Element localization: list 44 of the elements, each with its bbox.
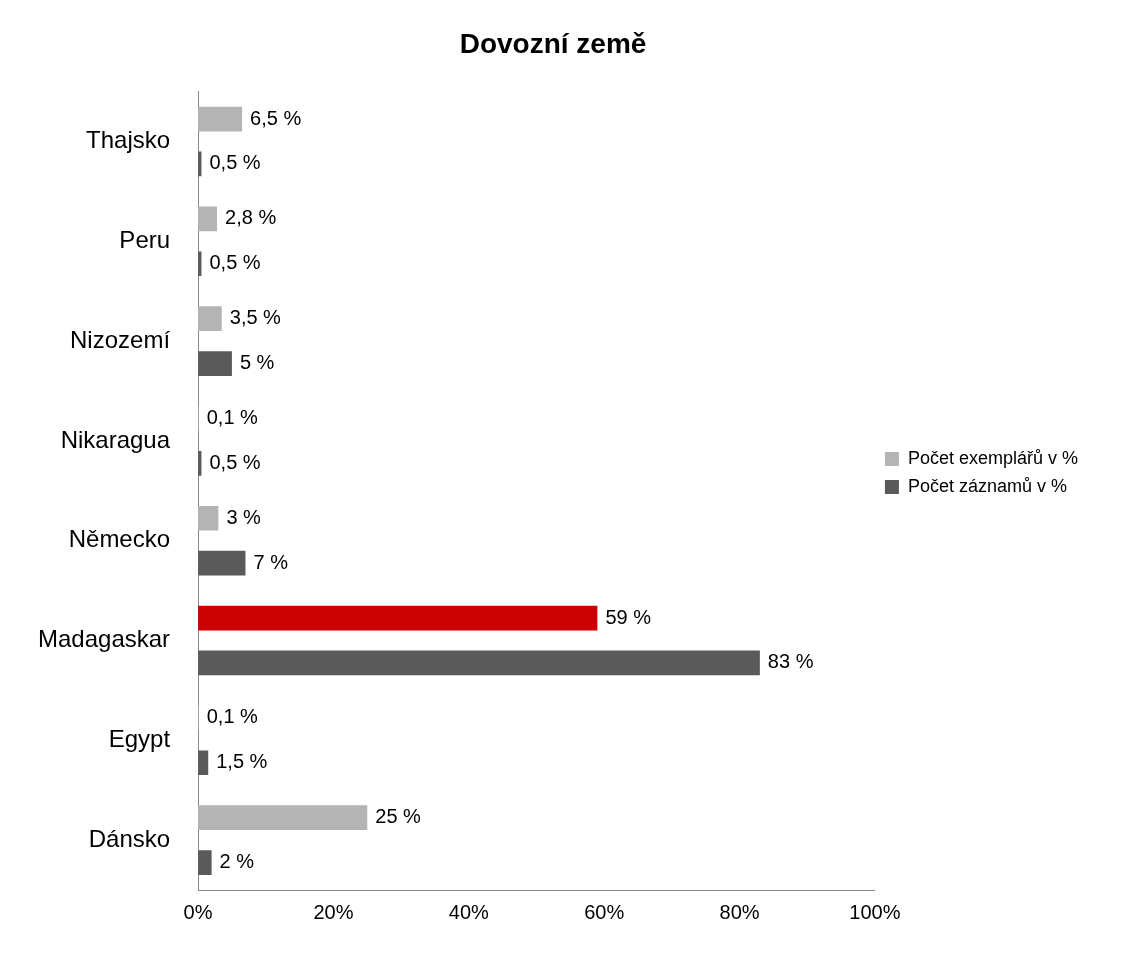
x-tick-label: 20% [313, 900, 354, 923]
y-tick-label: Egypt [108, 724, 171, 752]
x-tick-label: 80% [719, 900, 760, 923]
y-tick-label: Dánsko [88, 824, 171, 852]
bar [198, 505, 219, 531]
data-label: 7 % [253, 550, 289, 573]
data-label: 0,1 % [206, 705, 259, 728]
legend-label: Počet záznamů v % [907, 475, 1067, 496]
data-label: 0,5 % [209, 450, 261, 473]
y-tick-label: Nikaragua [60, 425, 171, 453]
x-tick-label: 40% [448, 900, 490, 923]
data-label: 25 % [375, 805, 422, 828]
legend-label: Počet exemplářů v % [907, 447, 1078, 468]
y-tick-label: Madagaskar [37, 625, 171, 653]
data-label: 2,8 % [225, 206, 277, 229]
data-label: 2 % [219, 850, 255, 873]
x-tick-label: 100% [849, 900, 901, 923]
chart-title: Dovozní země [459, 27, 647, 59]
bar [198, 206, 218, 232]
bar [198, 351, 232, 376]
data-label: 3 % [226, 505, 262, 528]
bar [198, 605, 598, 631]
y-tick-label: Nizozemí [70, 325, 171, 353]
y-tick-label: Německo [68, 525, 171, 553]
data-label: 5 % [239, 351, 275, 374]
data-label: 0,5 % [209, 251, 261, 274]
data-label: 3,5 % [229, 306, 282, 329]
bar [198, 550, 246, 576]
x-tick-label: 0% [183, 900, 213, 923]
data-label: 6,5 % [250, 106, 302, 129]
bar [198, 750, 209, 776]
bar [198, 106, 243, 132]
data-label: 83 % [767, 650, 814, 673]
data-label: 0,5 % [209, 151, 261, 174]
bar [198, 306, 222, 331]
bar [198, 850, 212, 875]
y-tick-label: Thajsko [86, 126, 171, 154]
data-label: 1,5 % [216, 750, 268, 773]
x-tick-label: 60% [584, 900, 625, 923]
y-tick-label: Peru [119, 225, 171, 253]
bar [198, 650, 760, 676]
bar [198, 805, 368, 830]
data-label: 0,1 % [206, 405, 259, 428]
data-label: 59 % [605, 605, 652, 628]
